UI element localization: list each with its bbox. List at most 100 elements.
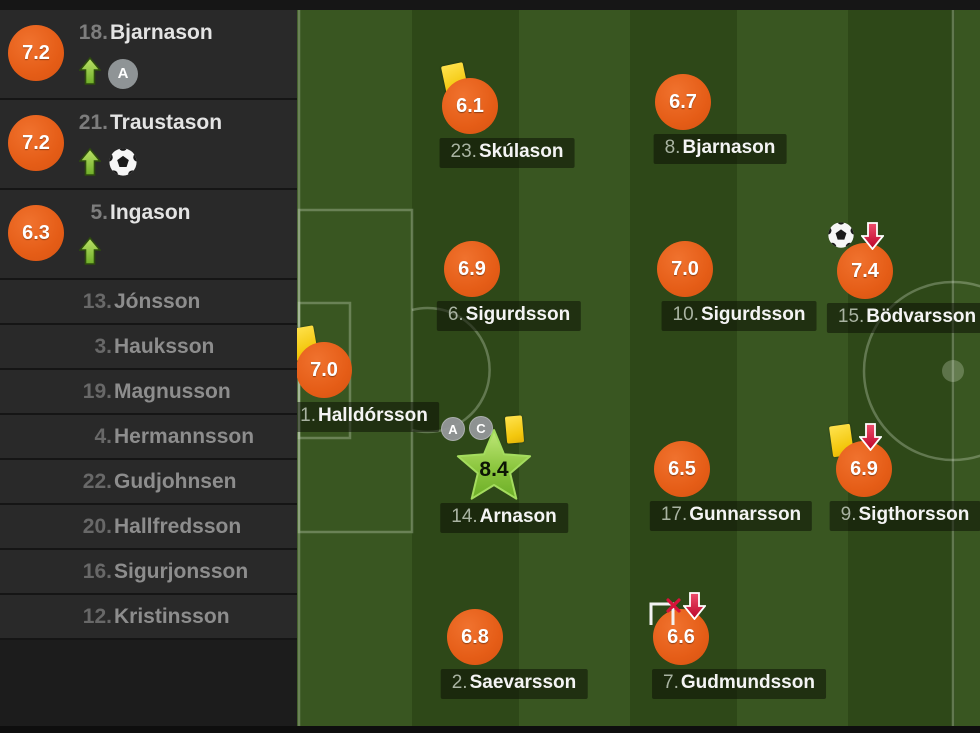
shirt-number: 7. — [663, 672, 679, 693]
player-name-label: 23. Skúlason — [439, 138, 575, 168]
rating-value: 8.4 — [479, 457, 509, 481]
player-name: Arnason — [479, 506, 557, 527]
missed-penalty-icon — [648, 598, 682, 626]
up-arrow-icon — [78, 56, 102, 90]
player-name-label: 10. Sigurdsson — [661, 301, 817, 331]
shirt-number: 10. — [672, 304, 699, 325]
player-name: Bjarnason — [682, 137, 776, 158]
captain-badge-icon: C — [469, 416, 493, 440]
bench-row[interactable]: 20.Hallfredsson — [0, 505, 297, 548]
player-name-label: 7. Gudmundsson — [652, 669, 826, 699]
player-name-label: 2. Saevarsson — [440, 669, 588, 699]
assist-badge-icon: A — [441, 417, 465, 441]
player-name: Gudjohnsen — [114, 470, 237, 493]
rating-badge: 6.3 — [8, 205, 64, 261]
player-name: Saevarsson — [469, 672, 577, 693]
shirt-number: 9. — [840, 504, 857, 525]
rating-badge: 7.2 — [8, 115, 64, 171]
rating-badge: 7.4 — [837, 243, 893, 299]
player-name: Hermannsson — [114, 425, 255, 448]
shirt-number: 1. — [300, 405, 317, 426]
up-arrow-icon — [78, 147, 102, 181]
rating-badge: 6.5 — [654, 441, 710, 497]
player-name: Kristinsson — [114, 605, 230, 628]
player-name: Halldórsson — [318, 405, 428, 426]
rating-badge: 6.8 — [447, 609, 503, 665]
shirt-number: 19. — [82, 380, 112, 403]
player-name: Bödvarsson — [866, 306, 977, 327]
substitutes-sidebar: 7.2 18.Bjarnason A 7.2 21.Traustason 6.3… — [0, 10, 297, 726]
up-arrow-icon — [78, 236, 102, 270]
red-down-arrow-icon — [858, 423, 883, 452]
shirt-number: 17. — [660, 504, 688, 525]
player-name-label: 14. Arnason — [440, 503, 568, 533]
player-name: Ingason — [110, 201, 191, 224]
pitch: 6.1 23. Skúlason 6.7 8. Bjarnason 6.9 6. Si… — [289, 10, 980, 726]
player-name: Skúlason — [478, 141, 564, 162]
player-name-label: 6. Sigurdsson — [436, 301, 582, 331]
shirt-number: 20. — [82, 515, 112, 538]
bench-row[interactable]: 19.Magnusson — [0, 370, 297, 413]
shirt-number: 15. — [837, 306, 865, 327]
rating-badge: 6.1 — [442, 78, 498, 134]
sidebar-filler — [0, 640, 297, 726]
bench-row[interactable]: 12.Kristinsson — [0, 595, 297, 638]
player-name: Hauksson — [114, 335, 215, 358]
bench-row[interactable]: 22.Gudjohnsen — [0, 460, 297, 503]
shirt-number: 21. — [78, 111, 108, 134]
goal-ball-icon — [108, 147, 138, 182]
goal-ball-icon — [827, 221, 855, 249]
rating-badge: 7.0 — [296, 342, 352, 398]
shirt-number: 13. — [82, 290, 112, 313]
shirt-number: 3. — [94, 335, 112, 358]
player-name: Gudmundsson — [680, 672, 815, 693]
player-name-label: 8. Bjarnason — [653, 134, 787, 164]
player-name: Sigurjonsson — [114, 560, 249, 583]
red-down-arrow-icon — [860, 222, 885, 251]
shirt-number: 4. — [94, 425, 112, 448]
player-name: Sigthorsson — [858, 504, 970, 525]
bench-row[interactable]: 13.Jónsson — [0, 280, 297, 323]
player-name-label: 15. Bödvarsson — [826, 303, 980, 333]
bench-row[interactable]: 4.Hermannsson — [0, 415, 297, 458]
top-bar — [0, 0, 980, 10]
player-name: Sigurdsson — [465, 304, 571, 325]
shirt-number: 5. — [90, 201, 108, 224]
bench-row[interactable]: 16.Sigurjonsson — [0, 550, 297, 593]
player-name-label: 9. Sigthorsson — [829, 501, 980, 531]
shirt-number: 2. — [451, 672, 468, 693]
player-name: Hallfredsson — [114, 515, 242, 538]
shirt-number: 22. — [82, 470, 112, 493]
red-down-arrow-icon — [682, 592, 707, 621]
rating-badge: 6.6 — [653, 609, 709, 665]
player-name-label: 17. Gunnarsson — [649, 501, 813, 531]
rating-badge: 6.7 — [655, 74, 711, 130]
shirt-number: 18. — [78, 21, 108, 44]
shirt-number: 23. — [450, 141, 477, 162]
shirt-number: 12. — [82, 605, 112, 628]
rating-badge: 7.0 — [657, 241, 713, 297]
player-name: Jónsson — [114, 290, 201, 313]
player-name: Magnusson — [114, 380, 231, 403]
player-name: Sigurdsson — [700, 304, 806, 325]
bottom-bar — [0, 726, 980, 733]
shirt-number: 14. — [451, 506, 478, 527]
shirt-number: 6. — [447, 304, 464, 325]
motm-star-icon — [454, 428, 534, 504]
rating-badge: 6.9 — [836, 441, 892, 497]
rating-badge: 7.2 — [8, 25, 64, 81]
sub-row-traustason[interactable]: 7.2 21.Traustason — [0, 100, 297, 188]
shirt-number: 8. — [664, 137, 681, 158]
rating-badge: 6.9 — [444, 241, 500, 297]
player-name: Gunnarsson — [689, 504, 802, 525]
sub-row-bjarnason[interactable]: 7.2 18.Bjarnason A — [0, 10, 297, 98]
shirt-number: 16. — [82, 560, 112, 583]
sub-row-ingason[interactable]: 6.3 5.Ingason — [0, 190, 297, 278]
bench-row[interactable]: 3.Hauksson — [0, 325, 297, 368]
pitch-markings — [297, 10, 980, 726]
player-name: Traustason — [110, 111, 223, 134]
assist-badge-icon: A — [108, 58, 138, 89]
player-name-label: 1. Halldórsson — [289, 402, 439, 432]
player-name: Bjarnason — [110, 21, 213, 44]
